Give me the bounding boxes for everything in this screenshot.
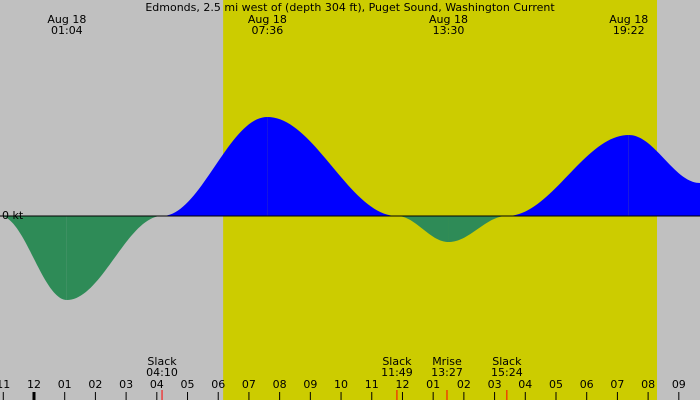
x-tick-label: 05 [181,378,195,391]
x-tick-label: 03 [119,378,133,391]
max-time: 01:04 [51,24,83,37]
ebb-area [396,216,449,242]
x-tick-label: 03 [488,378,502,391]
x-tick-label: 07 [242,378,256,391]
flood-area [506,135,629,216]
max-time: 19:22 [613,24,645,37]
max-date: Aug 18 [609,13,648,26]
x-tick-label: 08 [641,378,655,391]
max-date: Aug 18 [429,13,468,26]
event-time: 04:10 [146,366,178,379]
x-tick-label: 07 [610,378,624,391]
max-date: Aug 18 [47,13,86,26]
x-tick-label: 02 [457,378,471,391]
ebb-area [0,216,67,300]
x-tick-label: 12 [27,378,41,391]
x-tick-label: 02 [88,378,102,391]
x-tick-label: 06 [211,378,225,391]
max-time: 13:30 [433,24,465,37]
x-tick-label: 09 [672,378,686,391]
x-tick-label: 04 [518,378,532,391]
x-tick-label: 06 [580,378,594,391]
event-name: Slack [492,355,522,368]
x-tick-label: 11 [0,378,10,391]
moon-event-name: Mrise [432,355,462,368]
flood-area [628,135,700,216]
x-tick-label: 11 [365,378,379,391]
max-time: 07:36 [252,24,284,37]
x-tick-label: 01 [426,378,440,391]
chart-title: Edmonds, 2.5 mi west of (depth 304 ft), … [145,1,555,14]
event-name: Slack [147,355,177,368]
flood-area [162,117,268,216]
x-tick-label: 10 [334,378,348,391]
max-date: Aug 18 [248,13,287,26]
x-tick-label: 12 [395,378,409,391]
event-name: Slack [382,355,412,368]
x-tick-label: 05 [549,378,563,391]
moon-event-time: 13:27 [431,366,463,379]
event-time: 15:24 [491,366,523,379]
zero-label: 0 kt [2,209,24,222]
x-tick-label: 04 [150,378,164,391]
x-tick-label: 09 [303,378,317,391]
ebb-area [448,216,507,242]
ebb-area [66,216,163,300]
flood-area [267,117,397,216]
event-time: 11:49 [381,366,413,379]
x-tick-label: 01 [58,378,72,391]
x-tick-label: 08 [273,378,287,391]
